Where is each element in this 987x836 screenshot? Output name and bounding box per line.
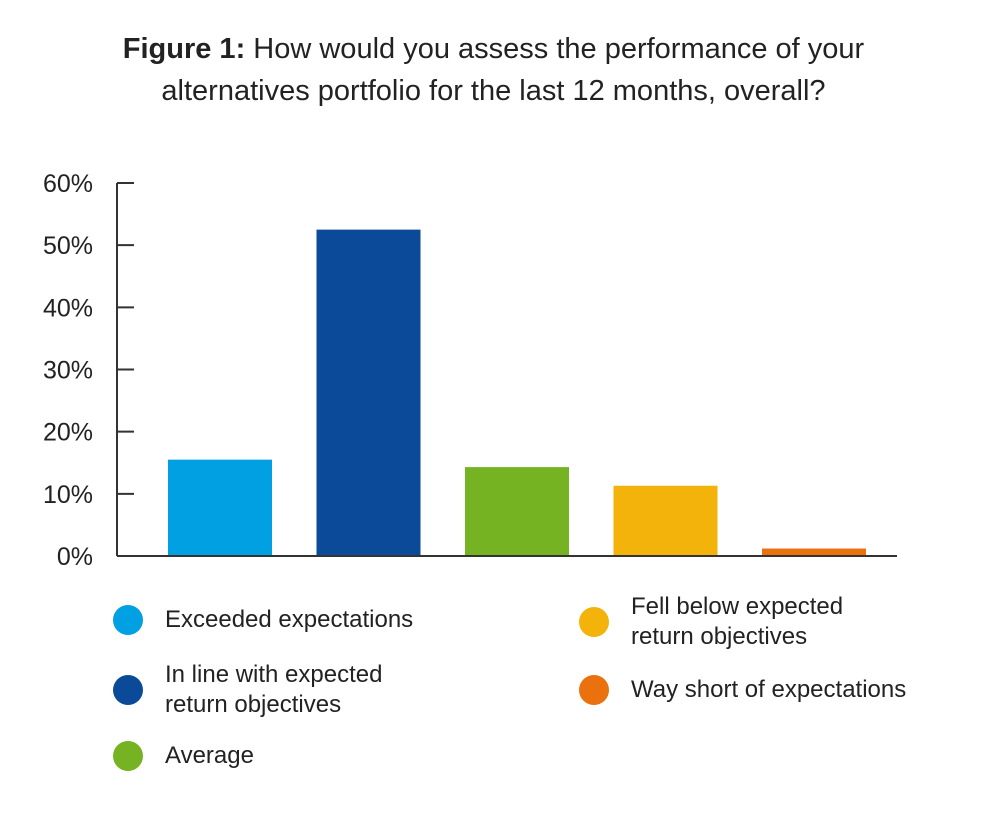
- figure-number: Figure 1:: [122, 33, 246, 65]
- bar-5: [762, 548, 866, 556]
- y-tick-label: 60%: [43, 170, 93, 198]
- y-tick-label: 50%: [43, 232, 93, 260]
- bar-1: [168, 459, 272, 556]
- title-line-1: Figure 1: How would you assess the perfo…: [0, 28, 987, 70]
- y-tick-label: 0%: [57, 543, 93, 571]
- bar-4: [613, 485, 718, 556]
- title-text-1: How would you assess the performance of …: [253, 33, 865, 65]
- bar-2: [316, 229, 421, 556]
- title-line-2: alternatives portfolio for the last 12 m…: [161, 75, 826, 107]
- chart-title: Figure 1: How would you assess the perfo…: [0, 28, 987, 112]
- bar-3: [465, 467, 569, 556]
- y-tick-label: 40%: [43, 294, 93, 322]
- y-tick-label: 20%: [43, 419, 93, 447]
- y-tick-label: 10%: [43, 481, 93, 509]
- y-tick-label: 30%: [43, 357, 93, 385]
